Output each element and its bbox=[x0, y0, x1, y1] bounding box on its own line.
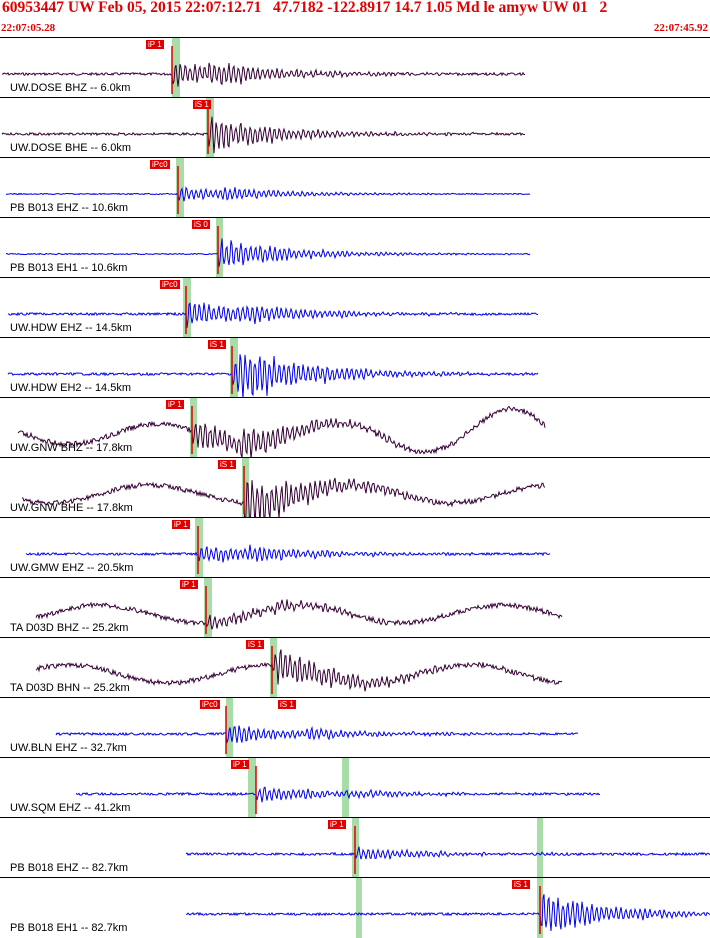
trace-panel[interactable]: iS 1 UW.GNW BHE -- 17.8km bbox=[0, 457, 710, 518]
waveform-plot bbox=[75, 758, 601, 818]
trace-panel[interactable]: iPc0 iS 1 UW.BLN EHZ -- 32.7km bbox=[0, 697, 710, 758]
trace-panel[interactable]: iS 0 PB B013 EH1 -- 10.6km bbox=[0, 217, 710, 278]
channel-label: UW.GNW BHE -- 17.8km bbox=[10, 502, 133, 514]
end-time: 22:07:45.92 bbox=[653, 22, 708, 34]
pick-window bbox=[537, 818, 543, 878]
waveform-plot bbox=[186, 878, 710, 938]
waveform-trace bbox=[185, 846, 710, 860]
waveform-plot bbox=[35, 578, 563, 638]
trace-panel[interactable]: iS 1 UW.DOSE BHE -- 6.0km bbox=[0, 97, 710, 158]
waveform-trace bbox=[17, 405, 546, 458]
waveform-plot bbox=[35, 638, 563, 698]
channel-label: UW.GMW EHZ -- 20.5km bbox=[10, 562, 134, 574]
pick-label[interactable]: iP 1 bbox=[166, 400, 184, 409]
pick-label[interactable]: iS 1 bbox=[512, 880, 530, 889]
header-bar: 60953447 UW Feb 05, 2015 22:07:12.71 47.… bbox=[0, 0, 710, 37]
pick-label[interactable]: iS 0 bbox=[192, 220, 210, 229]
event-title: 60953447 UW Feb 05, 2015 22:07:12.71 47.… bbox=[2, 0, 608, 16]
pick-window bbox=[190, 398, 197, 458]
channel-label: PB B013 EH1 -- 10.6km bbox=[10, 262, 128, 274]
pick-window bbox=[242, 458, 249, 518]
waveform-plot bbox=[21, 458, 546, 518]
pick-window bbox=[216, 218, 223, 278]
waveform-plot bbox=[25, 518, 551, 578]
pick-label[interactable]: iPc0 bbox=[150, 160, 170, 169]
trace-panel[interactable]: iP 1 UW.SQM EHZ -- 41.2km bbox=[0, 757, 710, 818]
waveform-plot bbox=[17, 398, 546, 458]
waveform-trace bbox=[35, 599, 563, 630]
channel-label: UW.HDW EH2 -- 14.5km bbox=[10, 382, 132, 394]
waveform-plot bbox=[55, 698, 579, 758]
trace-panel[interactable]: iP 1 UW.DOSE BHZ -- 6.0km bbox=[0, 37, 710, 98]
start-time: 22:07:05.28 bbox=[1, 22, 56, 34]
channel-label: UW.BLN EHZ -- 32.7km bbox=[10, 742, 127, 754]
channel-label: PB B018 EHZ -- 82.7km bbox=[10, 862, 128, 874]
pick-label[interactable]: iPc0 bbox=[160, 280, 180, 289]
pick-label[interactable]: iP 1 bbox=[146, 40, 164, 49]
pick-window bbox=[183, 278, 191, 338]
waveform-plot bbox=[1, 98, 525, 158]
pick-window bbox=[270, 638, 277, 698]
channel-label: UW.DOSE BHE -- 6.0km bbox=[10, 142, 132, 154]
pick-label[interactable]: iS 1 bbox=[278, 700, 296, 709]
channel-label: UW.SQM EHZ -- 41.2km bbox=[10, 802, 131, 814]
waveform-plot bbox=[5, 218, 531, 278]
pick-label[interactable]: iPc0 bbox=[200, 700, 220, 709]
channel-label: UW.HDW EHZ -- 14.5km bbox=[10, 322, 132, 334]
waveform-trace bbox=[21, 477, 546, 518]
waveform-trace bbox=[5, 186, 531, 202]
pick-label[interactable]: iP 1 bbox=[180, 580, 198, 589]
pick-window bbox=[195, 518, 203, 578]
trace-panel[interactable]: iPc0 UW.HDW EHZ -- 14.5km bbox=[0, 277, 710, 338]
pick-window bbox=[176, 158, 184, 218]
trace-panel[interactable]: iP 1 UW.GMW EHZ -- 20.5km bbox=[0, 517, 710, 578]
seismogram-panels[interactable]: iP 1 UW.DOSE BHZ -- 6.0km iS 1 UW.DOSE BHE … bbox=[0, 37, 710, 938]
pick-label[interactable]: iP 1 bbox=[172, 520, 190, 529]
channel-label: PB B018 EH1 -- 82.7km bbox=[10, 922, 128, 934]
trace-panel[interactable]: iS 1 UW.HDW EH2 -- 14.5km bbox=[0, 337, 710, 398]
trace-panel[interactable]: iP 1 PB B018 EHZ -- 82.7km bbox=[0, 817, 710, 878]
waveform-trace bbox=[75, 786, 601, 803]
trace-panel[interactable]: iP 1 TA D03D BHZ -- 25.2km bbox=[0, 577, 710, 638]
waveform-plot bbox=[5, 158, 531, 218]
waveform-trace bbox=[186, 894, 710, 932]
channel-label: TA D03D BHN -- 25.2km bbox=[10, 682, 130, 694]
channel-label: PB B013 EHZ -- 10.6km bbox=[10, 202, 128, 214]
waveform-plot bbox=[1, 38, 525, 98]
pick-window bbox=[230, 338, 238, 398]
trace-panel[interactable]: iS 1 TA D03D BHN -- 25.2km bbox=[0, 637, 710, 698]
pick-label[interactable]: iS 1 bbox=[246, 640, 264, 649]
channel-label: UW.GNW BHZ -- 17.8km bbox=[10, 442, 133, 454]
pick-window bbox=[204, 578, 212, 638]
pick-window bbox=[342, 758, 349, 818]
trace-panel[interactable]: iP 1 UW.GNW BHZ -- 17.8km bbox=[0, 397, 710, 458]
pick-label[interactable]: iS 1 bbox=[208, 340, 226, 349]
channel-label: UW.DOSE BHZ -- 6.0km bbox=[10, 82, 131, 94]
trace-panel[interactable]: iPc0 PB B013 EHZ -- 10.6km bbox=[0, 157, 710, 218]
waveform-trace bbox=[25, 544, 551, 563]
waveform-trace bbox=[7, 354, 539, 398]
waveform-trace bbox=[35, 649, 563, 692]
pick-label[interactable]: iP 1 bbox=[231, 760, 249, 769]
waveform-trace bbox=[7, 302, 539, 328]
pick-window bbox=[206, 98, 214, 158]
waveform-plot bbox=[7, 278, 539, 338]
waveform-plot bbox=[7, 338, 539, 398]
pick-window bbox=[356, 878, 362, 938]
pick-window bbox=[248, 758, 256, 818]
pick-label[interactable]: iP 1 bbox=[328, 820, 346, 829]
trace-panel[interactable]: iS 1 PB B018 EH1 -- 82.7km bbox=[0, 877, 710, 938]
waveform-trace bbox=[5, 238, 531, 267]
waveform-trace bbox=[55, 725, 579, 745]
pick-label[interactable]: iS 1 bbox=[218, 460, 236, 469]
waveform-plot bbox=[185, 818, 710, 878]
pick-label[interactable]: iS 1 bbox=[193, 100, 211, 109]
waveform-trace bbox=[1, 116, 525, 154]
channel-label: TA D03D BHZ -- 25.2km bbox=[10, 622, 129, 634]
waveform-trace bbox=[1, 62, 525, 87]
